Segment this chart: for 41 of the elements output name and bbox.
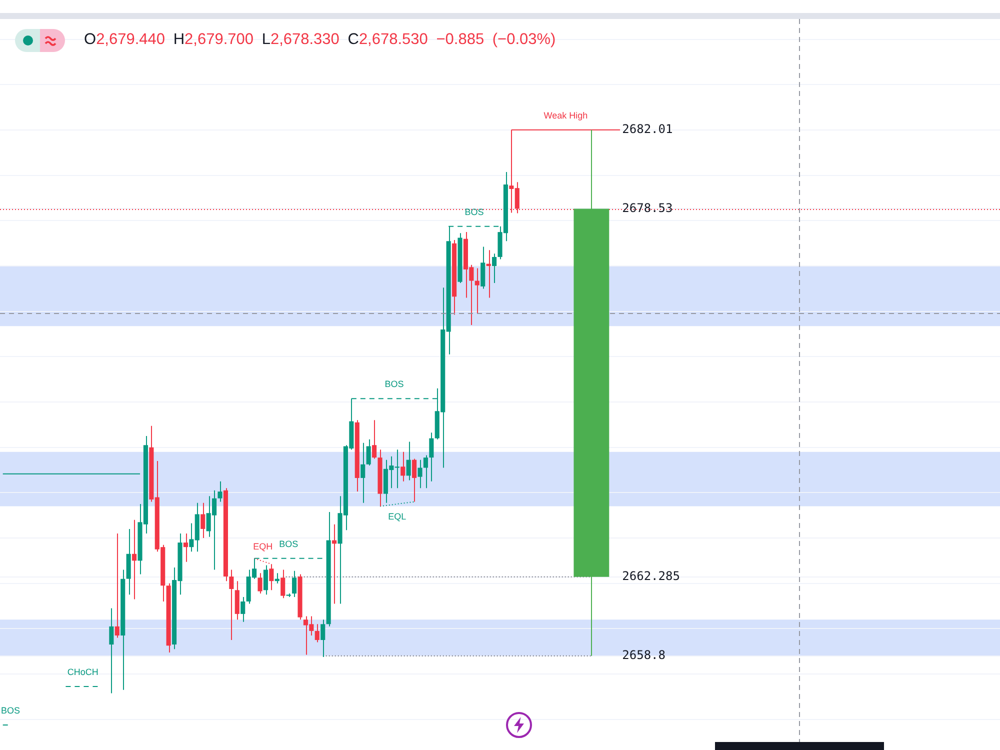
series-label: CHoCH: [67, 666, 98, 677]
candlestick: [400, 451, 406, 482]
candlestick: [423, 454, 428, 489]
candlestick: [263, 564, 268, 596]
candlestick: [406, 441, 411, 481]
candlestick: [320, 619, 326, 658]
candlestick: [292, 570, 297, 598]
candlestick: [200, 502, 206, 539]
series-label: Weak High: [544, 110, 588, 120]
candlestick: [280, 569, 286, 599]
candlestick: [412, 458, 417, 502]
candlestick: [229, 569, 234, 641]
candlestick: [366, 438, 371, 466]
candlestick: [418, 459, 422, 489]
candlestick: [480, 246, 486, 290]
series-label: BOS: [384, 379, 404, 390]
series-label: EQL: [388, 512, 406, 522]
candlestick: [183, 532, 188, 562]
candlestick: [240, 596, 246, 622]
candlestick: [474, 268, 480, 314]
candlestick: [314, 624, 320, 643]
candlestick: [114, 532, 120, 638]
candlestick: [234, 580, 240, 620]
candlestick: [360, 442, 366, 504]
candlestick: [218, 480, 222, 502]
candlestick: [492, 253, 497, 284]
series-label: EQH: [253, 542, 273, 552]
series-label: BOS: [464, 206, 484, 217]
candlestick: [429, 432, 434, 482]
candlestick: [269, 564, 274, 591]
candlestick: [258, 572, 262, 594]
y-tick-label: 2682.01: [622, 122, 673, 136]
y-tick-label: 2678.53: [622, 200, 673, 215]
candlestick: [109, 608, 114, 694]
candlestick: [132, 519, 137, 600]
chart-title: O2,679.440 H2,679.700 L2,678.330 C2,678.530 −0.885 (−0.03%): [84, 31, 556, 48]
y-tick-label: 2662.285: [622, 569, 680, 584]
series-label: BOS: [279, 538, 298, 549]
y-tick-label: 2658.8: [622, 648, 666, 662]
candlestick: [372, 420, 377, 460]
series-label: BOS: [0, 705, 20, 716]
